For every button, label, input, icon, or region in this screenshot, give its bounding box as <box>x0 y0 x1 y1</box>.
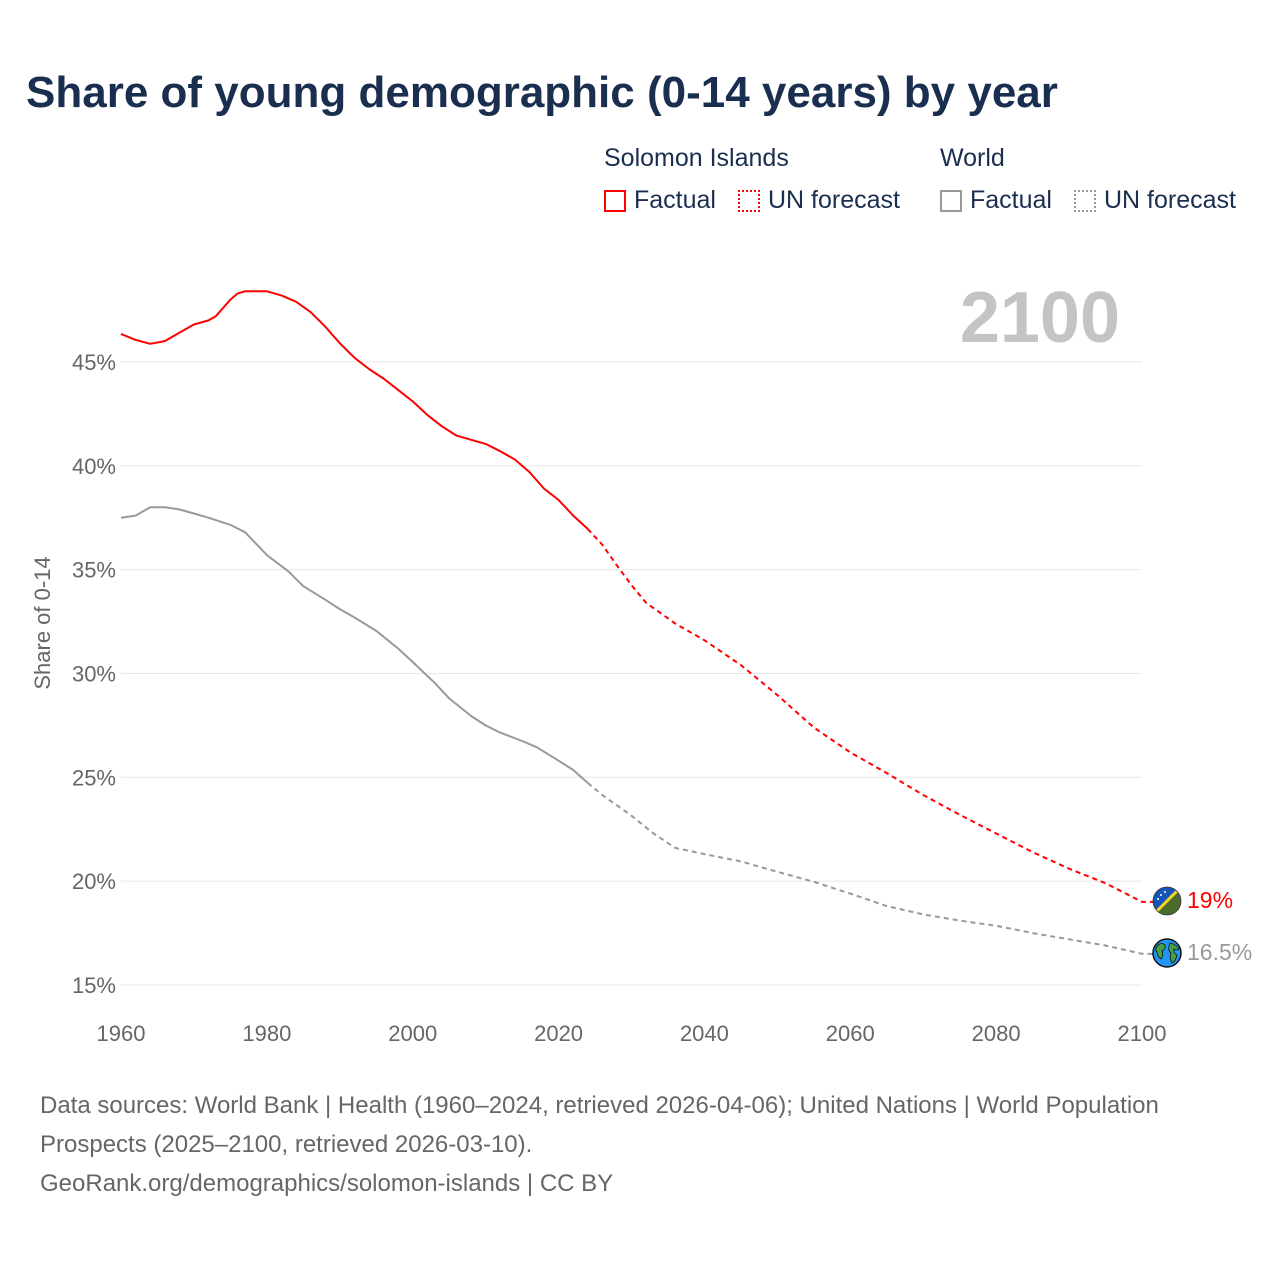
x-tick-label: 2020 <box>534 1021 583 1046</box>
chart-title: Share of young demographic (0-14 years) … <box>26 68 1058 117</box>
y-axis-ticks: 15% 20% 25% 30% 35% 40% 45% <box>72 350 116 998</box>
world-end-label: 16.5% <box>1187 939 1252 965</box>
y-tick-label: 30% <box>72 661 116 686</box>
y-tick-label: 40% <box>72 454 116 479</box>
grid-lines <box>121 361 1142 986</box>
x-tick-label: 2000 <box>388 1021 437 1046</box>
year-watermark: 2100 <box>960 278 1120 358</box>
y-axis-label: Share of 0-14 <box>30 556 55 689</box>
x-tick-label: 2040 <box>680 1021 729 1046</box>
x-tick-label: 1960 <box>97 1021 146 1046</box>
solid-swatch-icon <box>604 189 626 212</box>
legend-world-factual[interactable]: Factual <box>940 186 1052 215</box>
dotted-swatch-icon <box>1074 189 1096 212</box>
series-lines <box>120 290 1155 955</box>
legend-label: UN forecast <box>1104 186 1236 214</box>
legend-label: Factual <box>970 186 1052 214</box>
solomon-islands-factual-line <box>120 290 589 530</box>
dotted-swatch-icon <box>738 189 760 212</box>
legend-solomon-forecast[interactable]: UN forecast <box>738 186 900 215</box>
footer: Data sources: World Bank | Health (1960–… <box>40 1086 1190 1203</box>
y-tick-label: 20% <box>72 869 116 894</box>
credit-link[interactable]: GeoRank.org/demographics/solomon-islands… <box>40 1170 614 1197</box>
legend-label: UN forecast <box>768 186 900 214</box>
solomon-islands-end-label: 19% <box>1187 887 1233 913</box>
solomon-islands-flag-icon <box>1152 886 1182 916</box>
data-sources: Data sources: World Bank | Health (1960–… <box>40 1092 1159 1158</box>
solid-swatch-icon <box>940 189 962 212</box>
legend-world-forecast[interactable]: UN forecast <box>1074 186 1236 215</box>
globe-icon <box>1152 938 1182 968</box>
legend-group-world: World <box>940 144 1005 172</box>
x-tick-label: 2080 <box>972 1021 1021 1046</box>
x-tick-label: 2100 <box>1118 1021 1167 1046</box>
y-tick-label: 45% <box>72 350 116 375</box>
y-tick-label: 15% <box>72 973 116 998</box>
x-tick-label: 2060 <box>826 1021 875 1046</box>
legend-group-solomon-islands: Solomon Islands <box>604 144 789 172</box>
world-factual-line <box>120 506 589 784</box>
y-tick-label: 35% <box>72 558 116 583</box>
end-markers <box>1152 886 1182 968</box>
solomon-islands-forecast-line <box>586 528 1155 903</box>
y-tick-label: 25% <box>72 765 116 790</box>
world-forecast-line <box>587 782 1155 955</box>
legend-label: Factual <box>634 186 716 214</box>
x-axis-ticks: 1960 1980 2000 2020 2040 2060 2080 2100 <box>97 1021 1167 1046</box>
legend-solomon-factual[interactable]: Factual <box>604 186 716 215</box>
x-tick-label: 1980 <box>242 1021 291 1046</box>
